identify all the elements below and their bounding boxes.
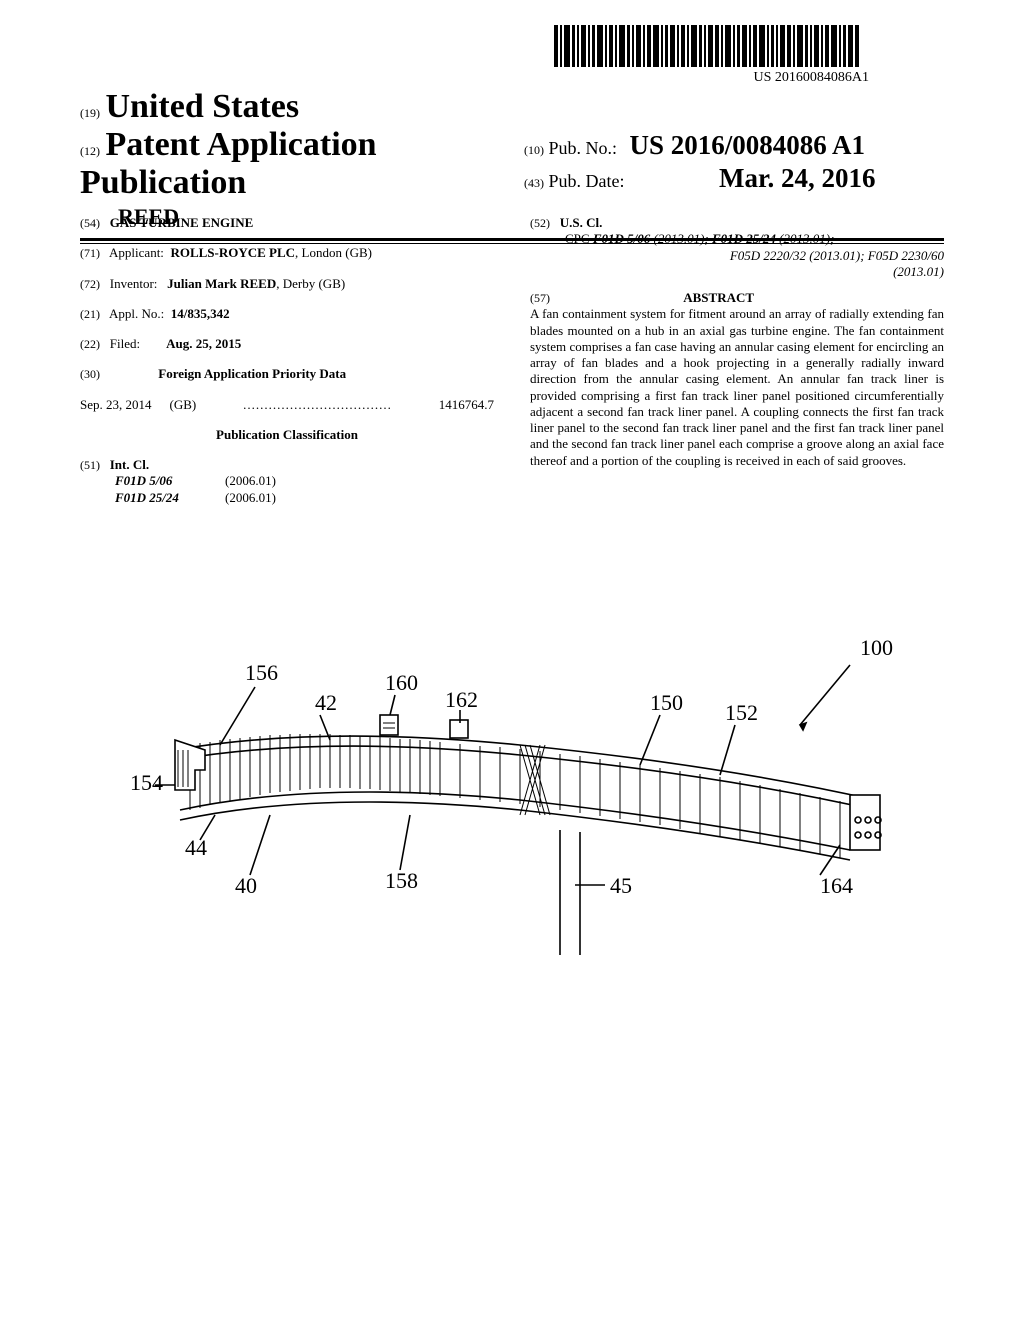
applicant-location: , London (GB) (295, 245, 372, 260)
ref-45: 45 (610, 873, 632, 898)
filing-date: Aug. 25, 2015 (166, 336, 241, 351)
publication-number: US 2016/0084086 A1 (630, 130, 866, 160)
code-21: (21) (80, 307, 100, 321)
pubdate-label: Pub. Date: (549, 171, 625, 191)
code-51: (51) (80, 458, 100, 472)
priority-country: (GB) (170, 397, 197, 413)
abstract-heading: ABSTRACT (683, 290, 754, 305)
ref-42: 42 (315, 690, 337, 715)
barcode (554, 25, 934, 67)
invention-title: GAS TURBINE ENGINE (110, 215, 254, 230)
cpc-label: CPC (565, 231, 590, 246)
application-number: 14/835,342 (171, 306, 230, 321)
intcl-label: Int. Cl. (110, 457, 149, 472)
country: United States (106, 88, 300, 125)
cpc-codes: F05D 2220/32 (2013.01); F05D 2230/60(201… (610, 248, 944, 281)
ref-158: 158 (385, 868, 418, 893)
code-52: (52) (530, 216, 550, 230)
uscl-label: U.S. Cl. (560, 215, 603, 230)
intcl-row: F01D 5/06 (2006.01) (115, 473, 494, 489)
ref-156: 156 (245, 660, 278, 685)
abstract-text: A fan containment system for fitment aro… (530, 306, 944, 469)
publication-type: Patent Application Publication (80, 126, 377, 201)
ref-152: 152 (725, 700, 758, 725)
code-43: (43) (524, 176, 544, 190)
intcl-date: (2006.01) (225, 490, 276, 506)
ref-100: 100 (860, 635, 893, 660)
code-30: (30) (80, 367, 100, 381)
applicant-name: ROLLS-ROYCE PLC (170, 245, 295, 260)
ref-40: 40 (235, 873, 257, 898)
priority-number: 1416764.7 (439, 397, 494, 413)
ref-150: 150 (650, 690, 683, 715)
bibliographic-data: (54) GAS TURBINE ENGINE (71) Applicant: … (80, 215, 944, 506)
intcl-code: F01D 25/24 (115, 490, 225, 506)
filed-label: Filed: (110, 336, 140, 351)
code-22: (22) (80, 337, 100, 351)
ref-162: 162 (445, 687, 478, 712)
intcl-row: F01D 25/24 (2006.01) (115, 490, 494, 506)
publication-classification-heading: Publication Classification (80, 427, 494, 443)
code-12: (12) (80, 144, 100, 158)
foreign-priority-heading: Foreign Application Priority Data (158, 366, 346, 381)
inventor-label: Inventor: (110, 276, 158, 291)
intcl-code: F01D 5/06 (115, 473, 225, 489)
applicant-label: Applicant: (109, 245, 164, 260)
priority-date: Sep. 23, 2014 (80, 397, 152, 413)
leader-dots: ................................... (196, 397, 439, 413)
code-10: (10) (524, 143, 544, 157)
inventor-location: , Derby (GB) (276, 276, 345, 291)
code-57: (57) (530, 291, 550, 305)
intcl-date: (2006.01) (225, 473, 276, 489)
code-72: (72) (80, 277, 100, 291)
inventor-name: Julian Mark REED (167, 276, 276, 291)
ref-44: 44 (185, 835, 207, 860)
ref-160: 160 (385, 670, 418, 695)
ref-154: 154 (130, 770, 163, 795)
ref-164: 164 (820, 873, 853, 898)
code-71: (71) (80, 246, 100, 260)
patent-figure: 100 156 42 160 162 150 152 154 44 40 158… (120, 615, 900, 1015)
barcode-label: US 20160084086A1 (753, 70, 869, 86)
code-19: (19) (80, 106, 100, 120)
pubno-label: Pub. No.: (549, 138, 618, 158)
publication-date: Mar. 24, 2016 (719, 163, 876, 193)
applno-label: Appl. No.: (109, 306, 164, 321)
code-54: (54) (80, 216, 100, 230)
